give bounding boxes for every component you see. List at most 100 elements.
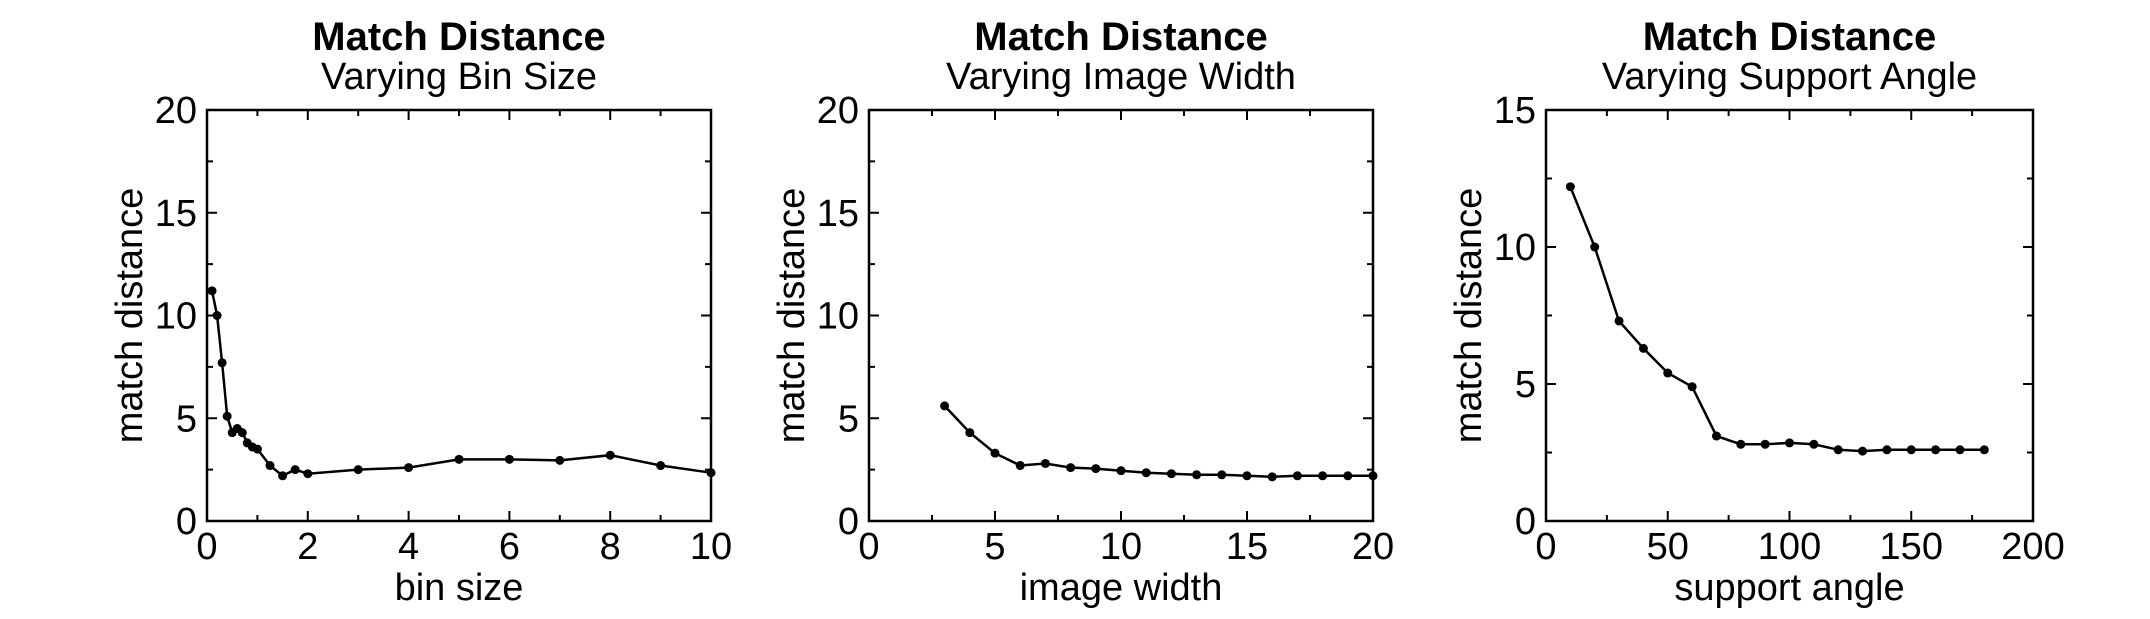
chart2-data-point <box>940 401 950 411</box>
chart2-x-tick-label: 10 <box>1100 526 1142 568</box>
chart2-data-point <box>1116 466 1126 476</box>
chart1-x-tick-label: 10 <box>690 526 732 568</box>
chart3-x-tick-label: 200 <box>2001 526 2064 568</box>
chart2-subtitle: Varying Image Width <box>946 56 1296 98</box>
chart2-y-tick-label: 10 <box>817 296 859 338</box>
chart3-data-point <box>1955 445 1965 455</box>
chart1-data-point <box>504 454 514 464</box>
chart2-x-tick-label: 5 <box>984 526 1005 568</box>
chart1-data-point <box>217 358 227 368</box>
chart3-data-point <box>1711 431 1721 441</box>
chart1-data-point <box>656 461 666 471</box>
chart1-y-tick-label: 15 <box>155 193 197 235</box>
chart1-data-point <box>404 463 414 473</box>
chart3-data-point <box>1663 368 1673 378</box>
chart3-data-point <box>1906 445 1916 455</box>
chart3-y-tick-label: 15 <box>1494 90 1536 132</box>
chart1-data-point <box>207 286 217 296</box>
chart3-data-point <box>1785 438 1794 448</box>
chart3-data-point <box>1565 182 1575 192</box>
chart1-data-point <box>252 444 262 454</box>
chart2-y-tick-label: 15 <box>817 193 859 235</box>
chart1-data-point <box>353 465 363 475</box>
chart2-data-point <box>1166 469 1176 479</box>
chart2-data-point <box>1066 463 1076 473</box>
chart2-x-axis-label: image width <box>1020 567 1223 609</box>
chart2-data-point <box>1141 468 1151 478</box>
chart1-data-point <box>222 411 232 421</box>
chart3-x-tick-label: 50 <box>1647 526 1689 568</box>
chart3-data-point <box>1979 445 1989 455</box>
chart3-data-point <box>1760 439 1770 449</box>
chart3-data-point <box>1833 445 1843 455</box>
chart1-y-tick-label: 5 <box>176 398 197 440</box>
chart2-data-point <box>1318 471 1328 481</box>
chart1-x-tick-label: 4 <box>398 526 419 568</box>
chart3-series-line <box>1569 186 1985 453</box>
chart1-data-point <box>706 468 716 478</box>
chart2-data-point <box>1242 471 1252 481</box>
chart2-data-point <box>1343 471 1353 481</box>
chart1-series-line <box>210 290 712 478</box>
chart2-data-point <box>1217 470 1227 480</box>
chart1-data-point <box>278 471 288 481</box>
chart3-data-point <box>1687 382 1697 392</box>
chart3-x-tick-label: 100 <box>1758 526 1821 568</box>
chart1-x-tick-label: 6 <box>499 526 520 568</box>
chart1-y-tick-label: 20 <box>155 90 197 132</box>
chart1-data-point <box>290 465 300 475</box>
chart3-x-tick-label: 150 <box>1880 526 1943 568</box>
chart2-data-point <box>1267 472 1277 482</box>
chart2-data-point <box>1015 461 1025 471</box>
chart2-y-tick-label: 5 <box>838 398 859 440</box>
chart1-x-tick-label: 0 <box>196 526 217 568</box>
chart2-data-point <box>1040 458 1050 468</box>
chart1-y-tick-label: 10 <box>155 296 197 338</box>
chart1-data-point <box>454 454 464 464</box>
chart2-data-point <box>1091 464 1101 474</box>
chart3-data-point <box>1638 343 1648 353</box>
chart3-data-point <box>1809 439 1819 449</box>
chart1-data-point <box>555 455 565 465</box>
chart3-x-axis-label: support angle <box>1674 567 1904 609</box>
chart2-data-point <box>965 428 975 438</box>
chart3-data-point <box>1931 445 1941 455</box>
chart3-data-point <box>1736 439 1746 449</box>
chart1-data-point <box>237 428 247 438</box>
chart1-x-tick-label: 8 <box>600 526 621 568</box>
chart2-x-tick-label: 15 <box>1226 526 1268 568</box>
chart3-y-axis-label: match distance <box>1448 188 1490 444</box>
chart2-x-tick-label: 0 <box>858 526 879 568</box>
chart2-data-point <box>1292 471 1302 481</box>
chart3-y-tick-label: 10 <box>1494 227 1536 269</box>
chart1-x-tick-label: 2 <box>297 526 318 568</box>
chart3-title: Match Distance <box>1643 15 1936 59</box>
chart2-y-tick-label: 20 <box>817 90 859 132</box>
chart3-plot-frame <box>1544 108 2035 523</box>
chart1-y-axis-label: match distance <box>109 188 151 444</box>
chart1-data-point <box>605 450 615 460</box>
chart3-data-point <box>1882 445 1892 455</box>
chart1-y-tick-label: 0 <box>176 501 197 543</box>
chart1-title: Match Distance <box>312 15 605 59</box>
chart2-data-point <box>1368 471 1378 481</box>
chart3-y-tick-label: 5 <box>1515 364 1536 406</box>
chart3-subtitle: Varying Support Angle <box>1602 56 1977 98</box>
chart2-series-line <box>943 405 1373 479</box>
chart3-y-tick-label: 0 <box>1515 501 1536 543</box>
chart3-data-point <box>1614 316 1624 326</box>
chart2-data-point <box>990 448 1000 458</box>
chart2-y-axis-label: match distance <box>771 188 813 444</box>
chart1-subtitle: Varying Bin Size <box>321 56 597 98</box>
chart3-data-point <box>1858 446 1868 456</box>
chart2-title: Match Distance <box>974 15 1267 59</box>
chart2-plot-frame <box>867 108 1375 523</box>
chart1-data-point <box>303 469 313 479</box>
chart3-data-point <box>1590 242 1600 252</box>
chart1-data-point <box>212 311 222 320</box>
chart2-data-point <box>1192 470 1202 480</box>
chart3-x-tick-label: 0 <box>1535 526 1556 568</box>
chart2-y-tick-label: 0 <box>838 501 859 543</box>
chart2-x-tick-label: 20 <box>1352 526 1394 568</box>
